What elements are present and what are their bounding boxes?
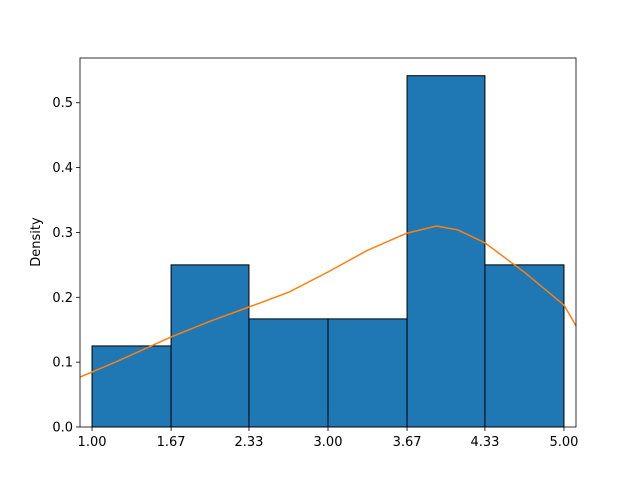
y-tick-label: 0.0 <box>52 421 73 436</box>
histogram-bar <box>248 318 329 428</box>
histogram-bar <box>327 318 408 428</box>
x-tick-label: 2.33 <box>234 435 263 450</box>
x-tick-label: 1.67 <box>157 435 186 450</box>
histogram-bar <box>91 345 172 428</box>
y-tick-label: 0.2 <box>52 291 73 306</box>
x-tick-label: 4.33 <box>470 435 499 450</box>
y-tick-label: 0.4 <box>52 161 73 176</box>
histogram-bar <box>484 264 565 428</box>
histogram-bar <box>406 75 486 428</box>
x-tick-label: 1.00 <box>78 435 107 450</box>
x-tick-label: 5.00 <box>549 435 578 450</box>
y-tick-label: 0.5 <box>52 96 73 111</box>
y-tick-label: 0.3 <box>52 226 73 241</box>
kde-line <box>79 225 577 378</box>
y-axis-label: Density <box>29 217 44 267</box>
x-tick-label: 3.00 <box>314 435 343 450</box>
x-tick-label: 3.67 <box>393 435 422 450</box>
y-tick-label: 0.1 <box>52 356 73 371</box>
histogram-bar <box>170 264 250 428</box>
